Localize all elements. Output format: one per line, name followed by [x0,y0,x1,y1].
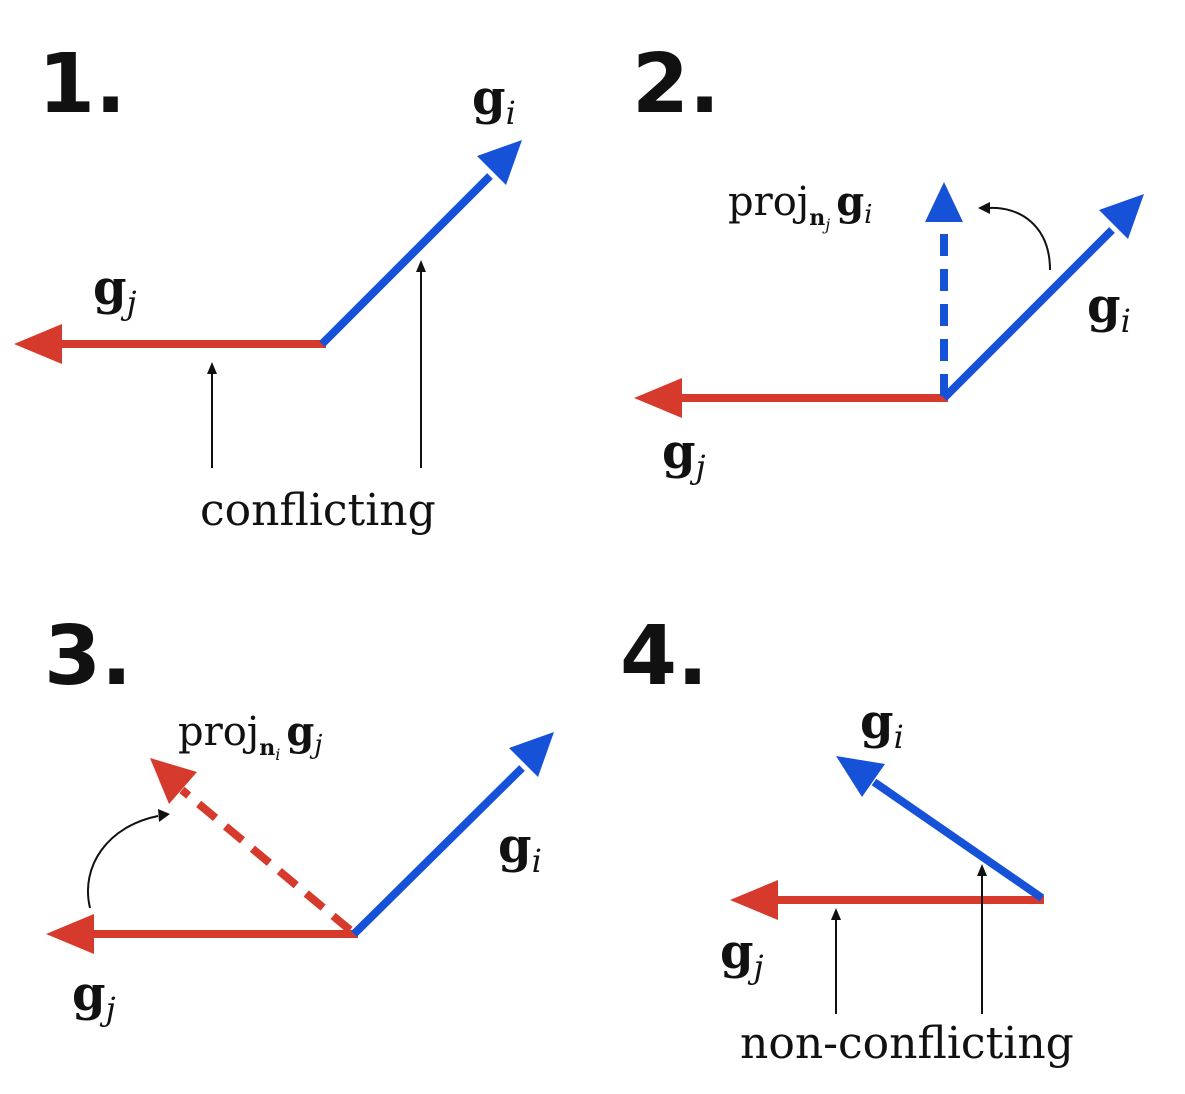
panel-4-gi-shaft [871,778,1045,902]
panel-1-gi-label: gi [472,70,516,132]
panel-3-curved-arrow [87,815,159,909]
panel-4-pointer-arrowhead-left [831,908,841,920]
panel-2-gi-arrowhead [1099,194,1144,239]
panel-4: 4. gi gj non-conflicting [620,609,1074,1069]
panel-4-gi-arrowhead [836,756,885,797]
panel-3-projection-arrowhead [150,758,197,804]
panel-3-curved-arrowhead [158,809,170,822]
panel-3-gi-label: gi [498,818,542,880]
panel-3-number: 3. [44,609,132,704]
panel-3: 3. projni gj gi gj [44,609,554,1028]
panel-1-number: 1. [38,37,126,132]
panel-2-curved-arrow [987,206,1051,271]
panel-1-gj-arrowhead [14,324,62,364]
panel-1-pointer-arrowhead-left [207,362,217,374]
panel-1-gi-arrowhead [477,140,522,185]
panel-2-number: 2. [632,37,720,132]
panel-2-projection-arrowhead [925,182,963,222]
panel-1-gi-shaft [319,173,493,347]
panel-4-pointer-arrowhead-right [977,864,987,876]
panel-2: 2. projnj gi gi gj [632,37,1144,486]
panel-4-gj-label: gj [720,924,764,986]
panel-2-projection-label: projnj gi [728,178,872,234]
panel-1-annotation: conflicting [200,485,436,536]
panel-3-gi-shaft [351,765,525,937]
panel-4-number: 4. [620,609,708,704]
panel-3-projection-shaft [179,786,353,934]
panel-1-gj-label: gj [93,260,137,322]
panel-3-gj-label: gj [72,966,116,1028]
panel-4-gi-label: gi [860,694,904,756]
panel-3-projection-label: projni gj [178,708,322,764]
panel-4-gj-arrowhead [730,880,778,920]
panel-3-gi-arrowhead [509,732,554,777]
panel-3-gj-arrowhead [46,914,94,954]
panel-2-gj-label: gj [662,424,706,486]
panel-1: 1. gj gi conflicting [14,37,522,536]
panel-1-pointer-arrowhead-right [416,260,426,272]
panel-2-curved-arrowhead [978,202,990,214]
panel-4-annotation: non-conflicting [740,1018,1074,1069]
panel-2-gj-arrowhead [634,378,682,418]
panel-2-gi-label: gi [1087,278,1131,340]
panel-2-gi-shaft [941,227,1115,401]
